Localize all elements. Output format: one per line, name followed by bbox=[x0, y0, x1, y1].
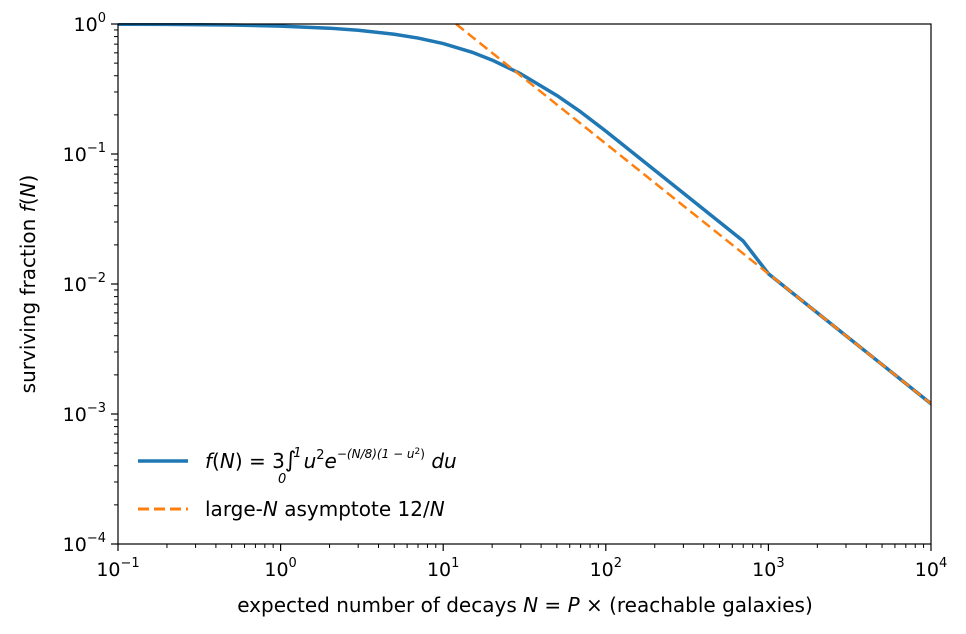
plot-frame bbox=[117, 23, 932, 545]
x-tick-label: 103 bbox=[752, 556, 784, 581]
x-tick-label: 10−1 bbox=[96, 556, 139, 581]
x-tick-label: 101 bbox=[427, 556, 459, 581]
series-line-asymptote bbox=[455, 23, 931, 405]
x-tick-label: 102 bbox=[590, 556, 622, 581]
legend-integral-lower-limit: 0 bbox=[278, 472, 286, 487]
x-tick-label: 100 bbox=[264, 556, 296, 581]
major-ticks bbox=[111, 23, 932, 551]
x-tick-label: 104 bbox=[915, 556, 947, 581]
y-tick-label: 10−3 bbox=[63, 401, 106, 426]
y-axis-label: surviving fraction f(N) bbox=[16, 175, 40, 394]
y-tick-label: 10−1 bbox=[63, 141, 106, 166]
y-tick-label: 10−2 bbox=[63, 271, 106, 296]
minor-ticks bbox=[114, 29, 925, 548]
x-axis-label: expected number of decays N = P × (reach… bbox=[237, 593, 813, 617]
tick-labels: 10−1 100 101 102 103 104 10−4 10−3 10−2 10−1 100 bbox=[63, 11, 948, 581]
legend: f(N) = 3∫1 u2e−(N/8)(1 − u2) du 0 large-N… bbox=[138, 446, 457, 521]
y-tick-label: 10−4 bbox=[63, 531, 106, 556]
y-tick-label: 100 bbox=[74, 11, 106, 36]
legend-label-exact: f(N) = 3∫1 u2e−(N/8)(1 − u2) du bbox=[205, 446, 457, 473]
legend-label-asymptote: large-N asymptote 12/N bbox=[205, 497, 445, 521]
